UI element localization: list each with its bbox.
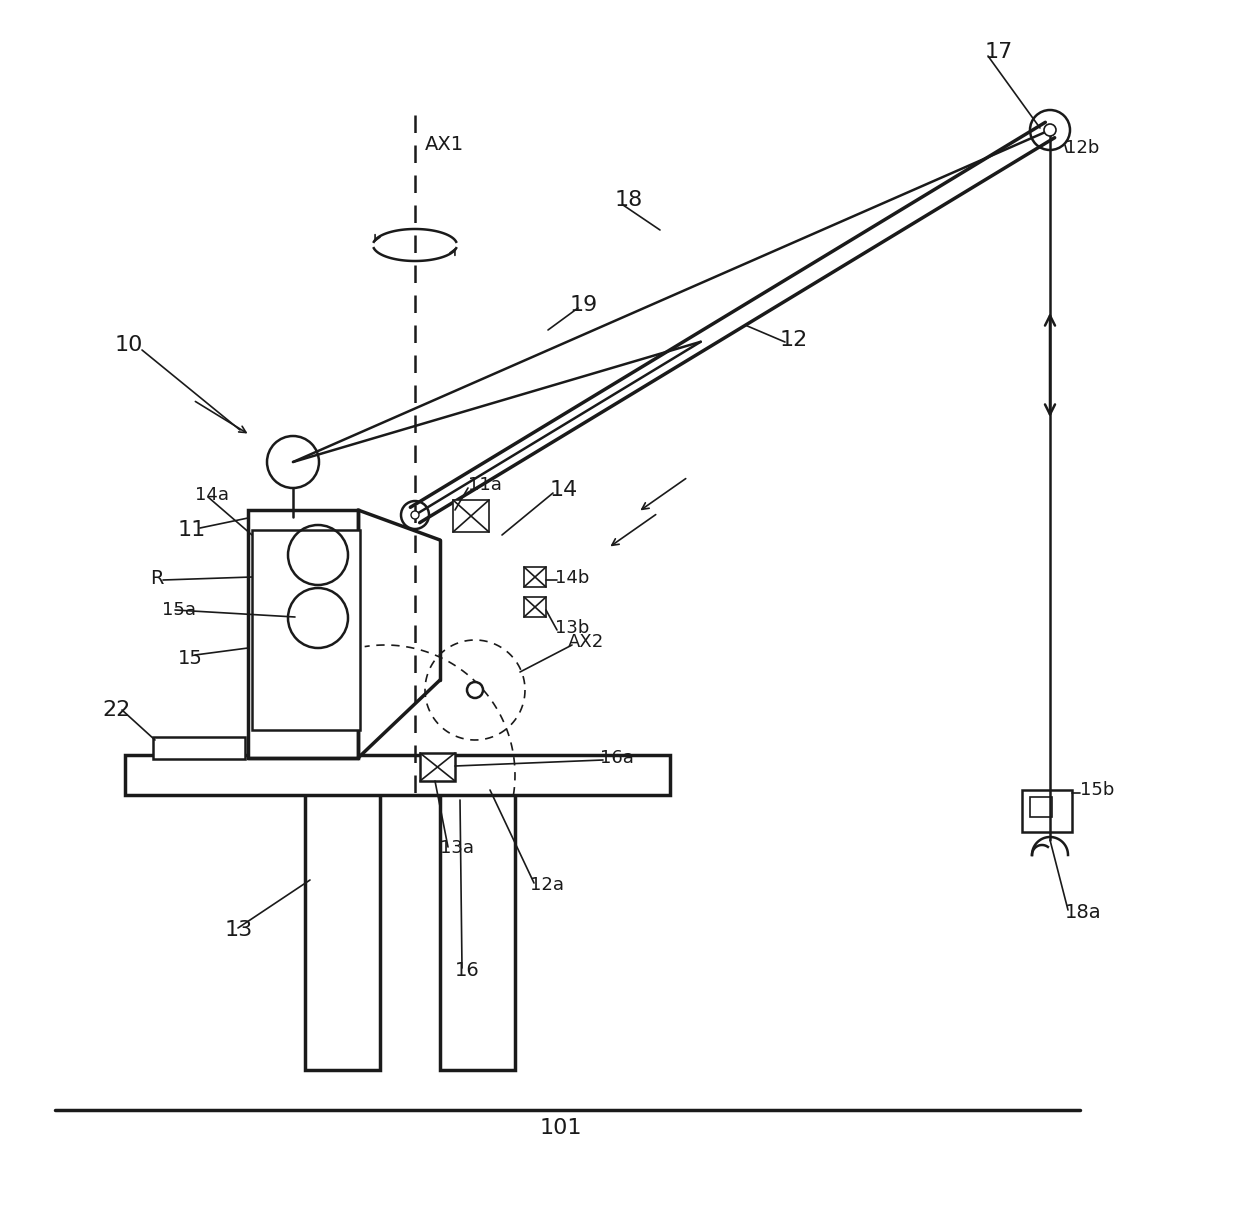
Text: 11: 11 [179,520,206,539]
Circle shape [410,512,419,519]
Text: 18a: 18a [1065,903,1101,921]
Text: 13a: 13a [440,840,474,857]
Bar [305,790,379,1070]
Bar [153,738,246,759]
Bar [252,530,360,730]
Text: 12b: 12b [1065,139,1100,157]
Text: R: R [150,569,164,588]
Text: 14a: 14a [195,486,229,504]
Text: 18: 18 [615,190,644,210]
Text: 13: 13 [224,920,253,940]
Text: 16a: 16a [600,748,634,767]
Text: AX1: AX1 [425,136,464,154]
Text: 12: 12 [780,330,808,350]
Text: 17: 17 [985,43,1013,62]
Bar [440,790,515,1070]
Text: 15a: 15a [162,601,196,618]
Bar [420,753,455,781]
Text: 101: 101 [539,1118,583,1138]
Text: 12a: 12a [529,876,564,894]
Text: 22: 22 [102,700,130,720]
Circle shape [1044,124,1056,136]
Bar [525,567,546,587]
Bar [125,755,670,795]
Circle shape [467,682,484,697]
Text: 14: 14 [551,480,578,501]
Text: 13b: 13b [556,618,589,637]
Text: 15: 15 [179,649,203,667]
Bar [453,501,489,532]
Bar [248,510,358,758]
Text: AX2: AX2 [568,633,604,651]
Text: 11a: 11a [467,476,502,495]
Text: 14b: 14b [556,569,589,587]
Text: 19: 19 [570,295,598,315]
Text: 16: 16 [455,961,480,979]
Text: 15b: 15b [1080,781,1115,799]
Text: 10: 10 [115,335,144,355]
Bar [1030,797,1052,816]
Bar [525,597,546,617]
Bar [1022,790,1073,832]
